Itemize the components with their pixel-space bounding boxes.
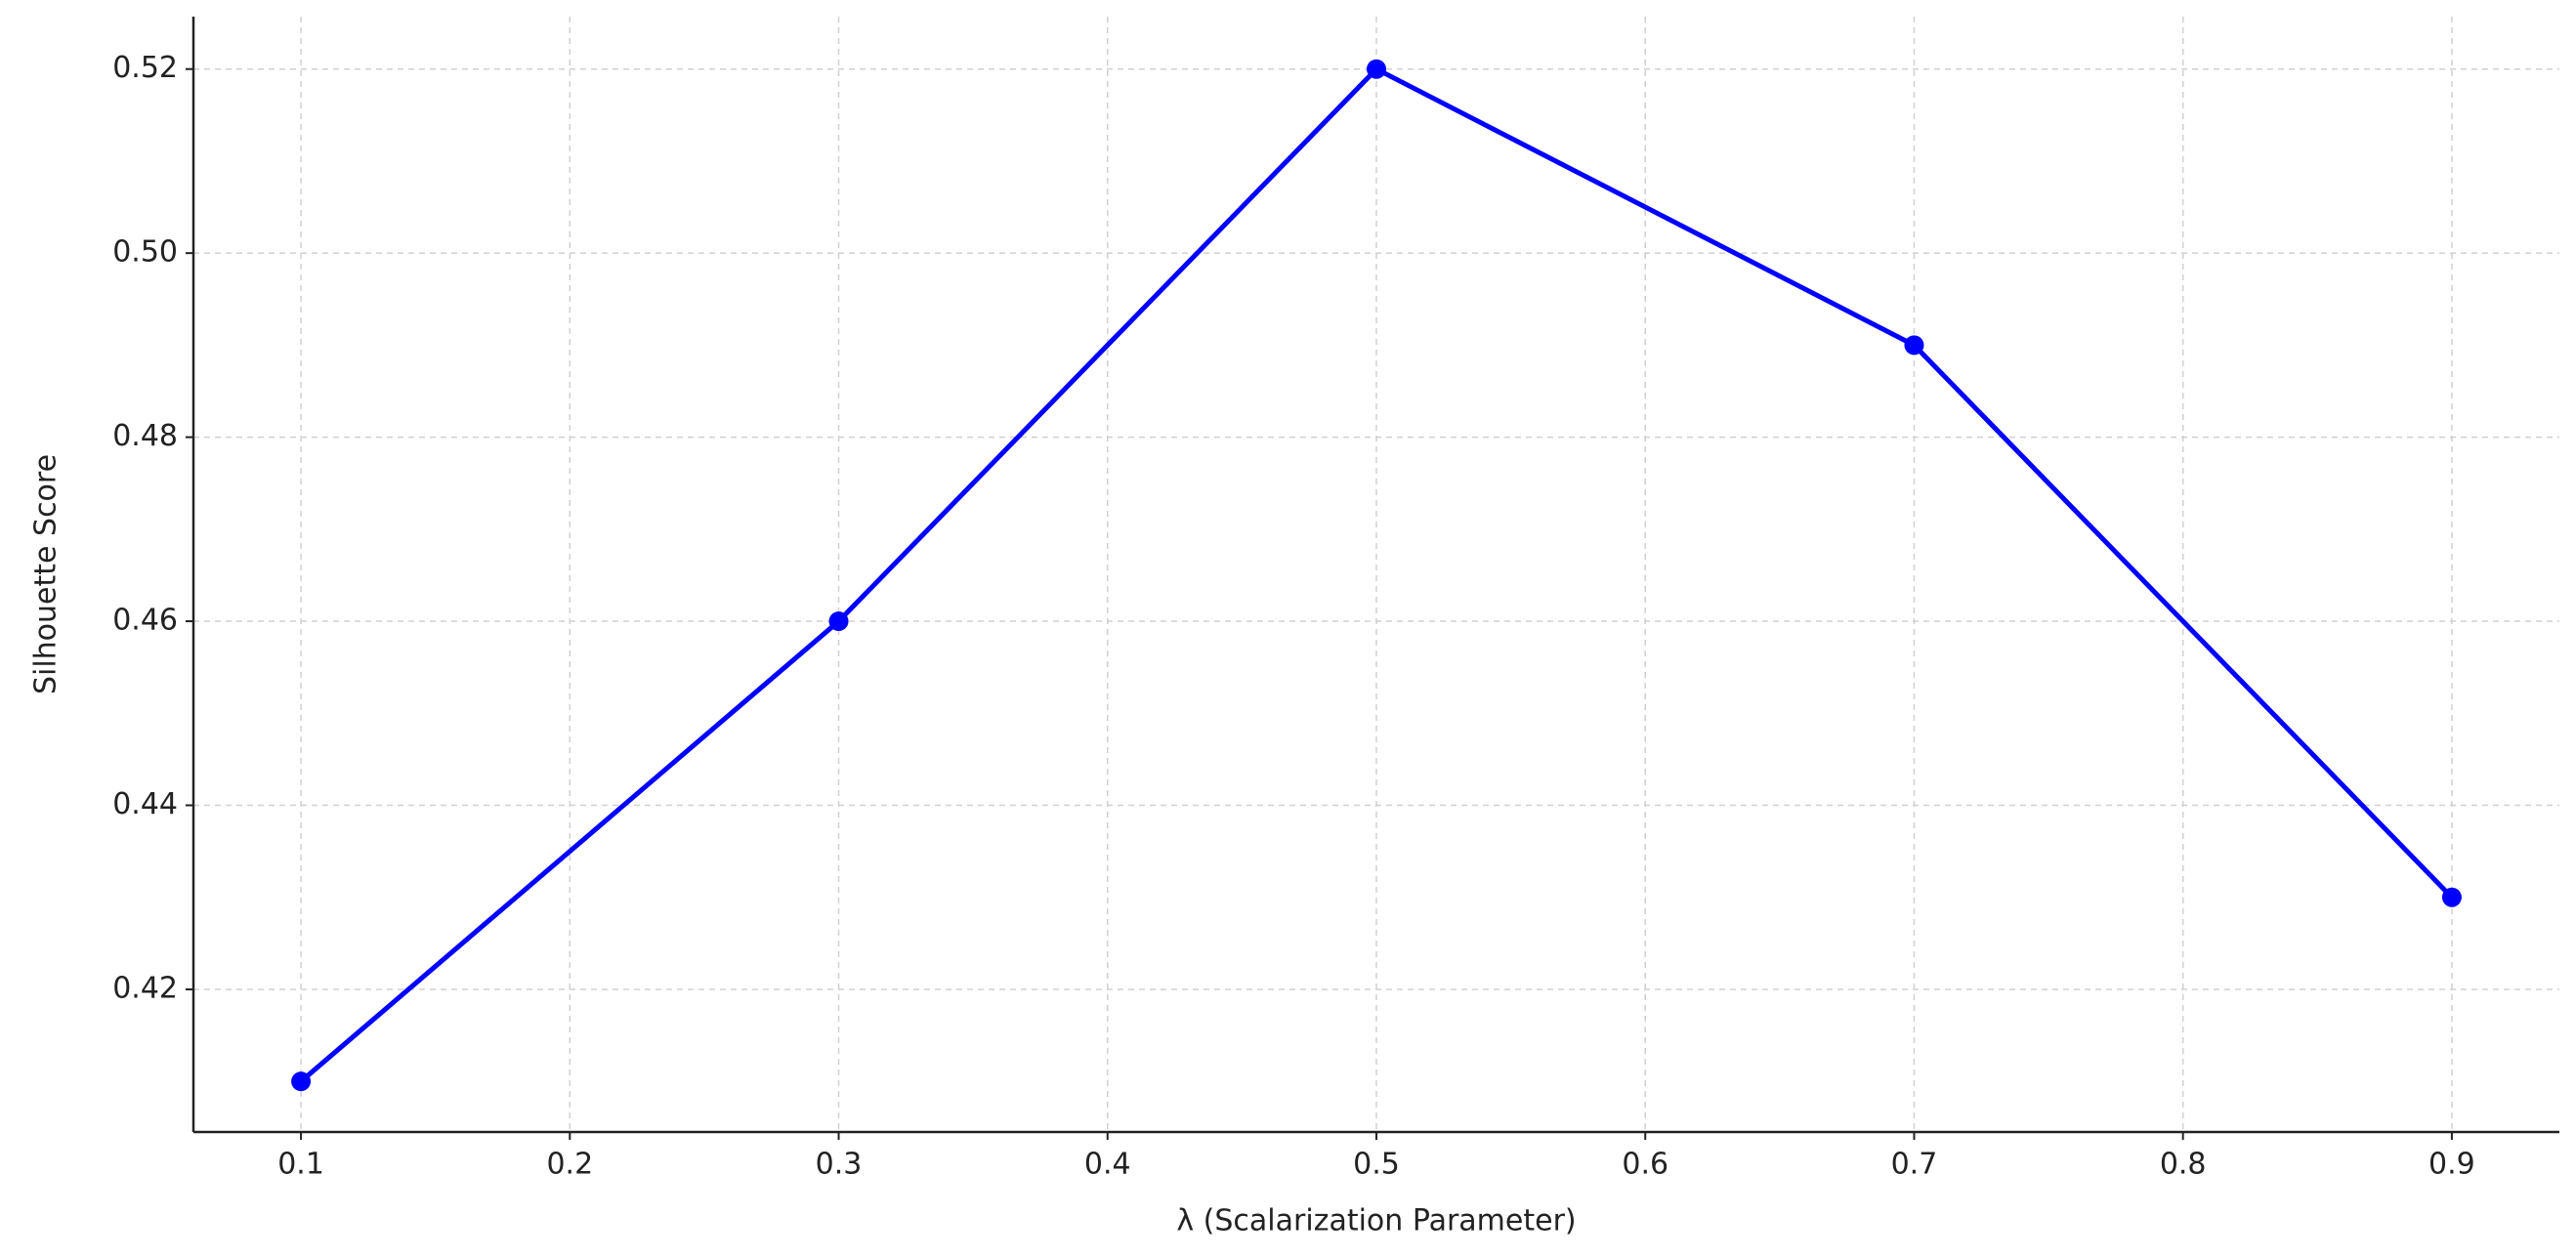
x-tick-label: 0.3: [816, 1148, 863, 1182]
x-tick-label: 0.6: [1622, 1148, 1668, 1182]
x-tick-label: 0.1: [277, 1148, 324, 1182]
data-point: [1904, 335, 1924, 356]
y-tick-label: 0.48: [112, 419, 178, 453]
data-point: [1367, 59, 1386, 79]
x-tick-label: 0.2: [546, 1148, 593, 1182]
y-tick-label: 0.42: [112, 971, 178, 1005]
x-axis-label: λ (Scalarization Parameter): [1176, 1204, 1576, 1238]
x-tick-label: 0.8: [2160, 1148, 2207, 1182]
y-axis-label: Silhouette Score: [29, 454, 63, 694]
x-tick-label: 0.7: [1891, 1148, 1938, 1182]
x-tick-label: 0.4: [1084, 1148, 1131, 1182]
y-tick-label: 0.50: [112, 235, 178, 270]
y-tick-label: 0.46: [112, 604, 178, 638]
data-point: [2441, 887, 2462, 907]
data-point: [828, 611, 849, 632]
data-point: [291, 1071, 312, 1092]
x-tick-label: 0.5: [1353, 1148, 1400, 1182]
y-tick-label: 0.52: [112, 51, 178, 85]
x-tick-label: 0.9: [2428, 1148, 2475, 1182]
y-tick-label: 0.44: [112, 787, 178, 821]
